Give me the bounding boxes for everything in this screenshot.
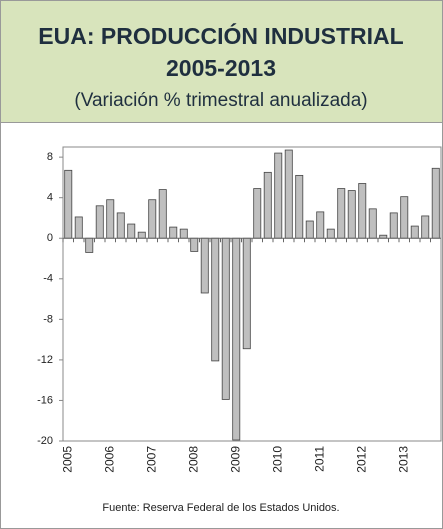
bar (221, 237, 230, 400)
bar (431, 167, 440, 239)
bar (284, 149, 293, 239)
plot-area (62, 146, 442, 442)
x-tick-label: 2012 (354, 446, 368, 473)
bar (242, 237, 251, 350)
chart-subtitle: (Variación % trimestral anualizada) (74, 90, 367, 111)
y-tick-label: 8 (47, 151, 53, 163)
bar (190, 237, 199, 252)
x-tick-label: 2006 (102, 446, 116, 473)
source: Fuente: Reserva Federal de los Estados U… (102, 502, 339, 514)
bar (305, 220, 314, 239)
bar (106, 199, 115, 239)
x-tick-label: 2007 (144, 446, 158, 473)
bar (211, 237, 220, 362)
bar (274, 152, 283, 239)
y-tick-label: -16 (37, 394, 53, 406)
bar (169, 226, 178, 239)
bar (74, 216, 83, 239)
bar (158, 189, 167, 239)
bar (263, 171, 272, 239)
bar (421, 215, 430, 239)
x-tick-label: 2005 (60, 446, 74, 473)
x-tick-label: 2013 (396, 446, 410, 473)
header (0, 0, 443, 123)
bar (410, 225, 419, 239)
y-tick-label: -12 (37, 354, 53, 366)
bar (337, 188, 346, 239)
bar (400, 196, 409, 239)
y-tick-label: -8 (43, 313, 53, 325)
bar (253, 188, 262, 239)
y-tick-label: -4 (43, 273, 53, 285)
bar (232, 237, 241, 441)
bar (116, 212, 125, 239)
bar (95, 205, 104, 239)
y-tick-label: 0 (47, 232, 53, 244)
x-tick-label: 2008 (186, 446, 200, 473)
bar (200, 237, 209, 294)
x-tick-label: 2009 (228, 446, 242, 473)
bar (316, 211, 325, 239)
x-tick-label: 2010 (270, 446, 284, 473)
bar (148, 199, 157, 239)
bar (137, 231, 146, 239)
y-tick-label: 4 (47, 192, 53, 204)
x-tick-label: 2011 (312, 446, 326, 472)
bar (389, 212, 398, 239)
bar (127, 223, 136, 239)
bar (368, 208, 377, 239)
bar (179, 228, 188, 239)
bar (64, 169, 73, 239)
chart-title: 2005-2013 (166, 55, 276, 81)
bar (358, 183, 367, 239)
bar (326, 228, 335, 239)
y-tick-label: -20 (37, 435, 53, 447)
bar (347, 190, 356, 239)
chart-title: EUA: PRODUCCIÓN INDUSTRIAL (38, 22, 403, 49)
bar (85, 237, 94, 253)
bar (295, 174, 304, 239)
